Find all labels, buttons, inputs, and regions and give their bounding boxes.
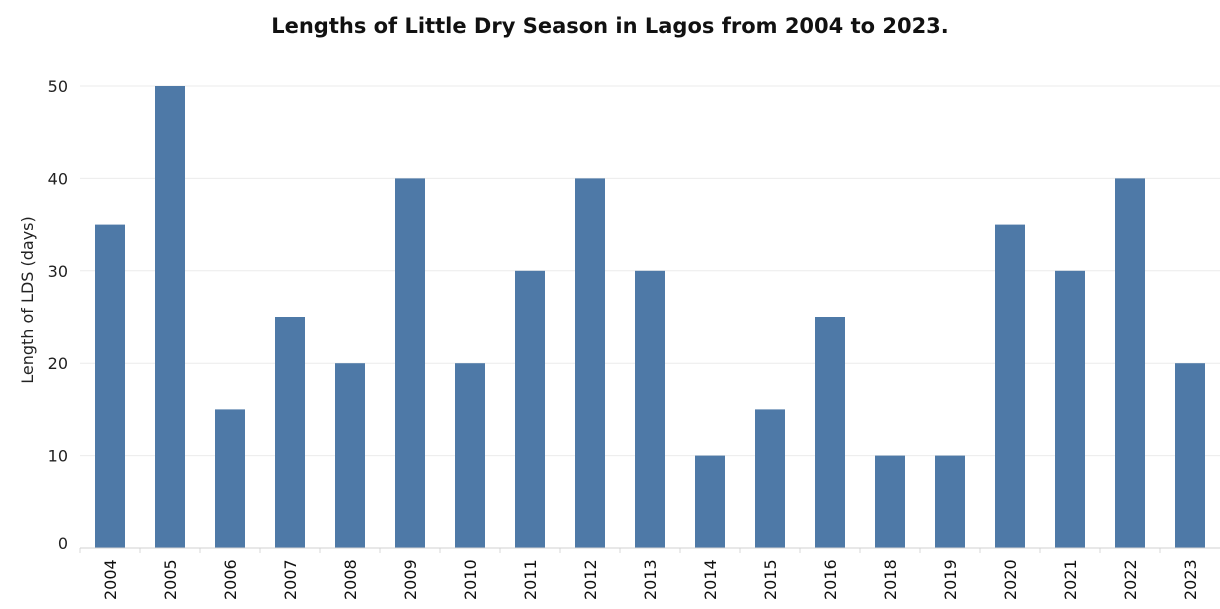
bar-2020 [995, 224, 1025, 548]
bar-2012 [575, 178, 605, 548]
bar-2018 [875, 455, 905, 548]
x-tick-label: 2018 [881, 559, 900, 600]
bar-2021 [1055, 270, 1085, 548]
bar-2022 [1115, 178, 1145, 548]
bar-2008 [335, 363, 365, 548]
x-tick-label: 2005 [161, 559, 180, 600]
x-axis-ticks: 2004 2005 2006 2007 2008 2009 2010 2011 2012 2013… [79, 548, 1200, 600]
x-tick-label: 2013 [641, 559, 660, 600]
bar-2015 [755, 409, 785, 548]
bar-2005 [155, 86, 185, 548]
y-tick-label: 0 [58, 534, 68, 553]
x-tick-label: 2010 [461, 559, 480, 600]
x-tick-label: 2009 [401, 559, 420, 600]
y-tick-label: 10 [48, 447, 68, 466]
y-tick-label: 30 [48, 262, 68, 281]
x-tick-label: 2012 [581, 559, 600, 600]
x-tick-label: 2022 [1121, 559, 1140, 600]
bar-2014 [695, 455, 725, 548]
y-axis-ticks: 0 10 20 30 40 50 [48, 77, 68, 553]
bar-2007 [275, 317, 305, 548]
x-tick-label: 2019 [941, 559, 960, 600]
x-tick-label: 2006 [221, 559, 240, 600]
x-tick-label: 2021 [1061, 559, 1080, 600]
x-tick-label: 2020 [1001, 559, 1020, 600]
bar-2023 [1175, 363, 1205, 548]
x-tick-label: 2007 [281, 559, 300, 600]
bar-2004 [95, 224, 125, 548]
y-tick-label: 20 [48, 354, 68, 373]
x-tick-label: 2016 [821, 559, 840, 600]
chart-title: Lengths of Little Dry Season in Lagos fr… [271, 14, 949, 38]
bar-2006 [215, 409, 245, 548]
bar-2016 [815, 317, 845, 548]
y-axis-label: Length of LDS (days) [18, 216, 37, 384]
bar-2019 [935, 455, 965, 548]
x-tick-label: 2015 [761, 559, 780, 600]
x-tick-label: 2014 [701, 559, 720, 600]
y-tick-label: 50 [48, 77, 68, 96]
x-tick-label: 2023 [1181, 559, 1200, 600]
bar-2009 [395, 178, 425, 548]
bar-2010 [455, 363, 485, 548]
x-tick-label: 2008 [341, 559, 360, 600]
x-tick-label: 2011 [521, 559, 540, 600]
y-tick-label: 40 [48, 169, 68, 188]
x-tick-label: 2004 [101, 559, 120, 600]
bars [95, 86, 1205, 548]
bar-2011 [515, 270, 545, 548]
bar-2013 [635, 270, 665, 548]
